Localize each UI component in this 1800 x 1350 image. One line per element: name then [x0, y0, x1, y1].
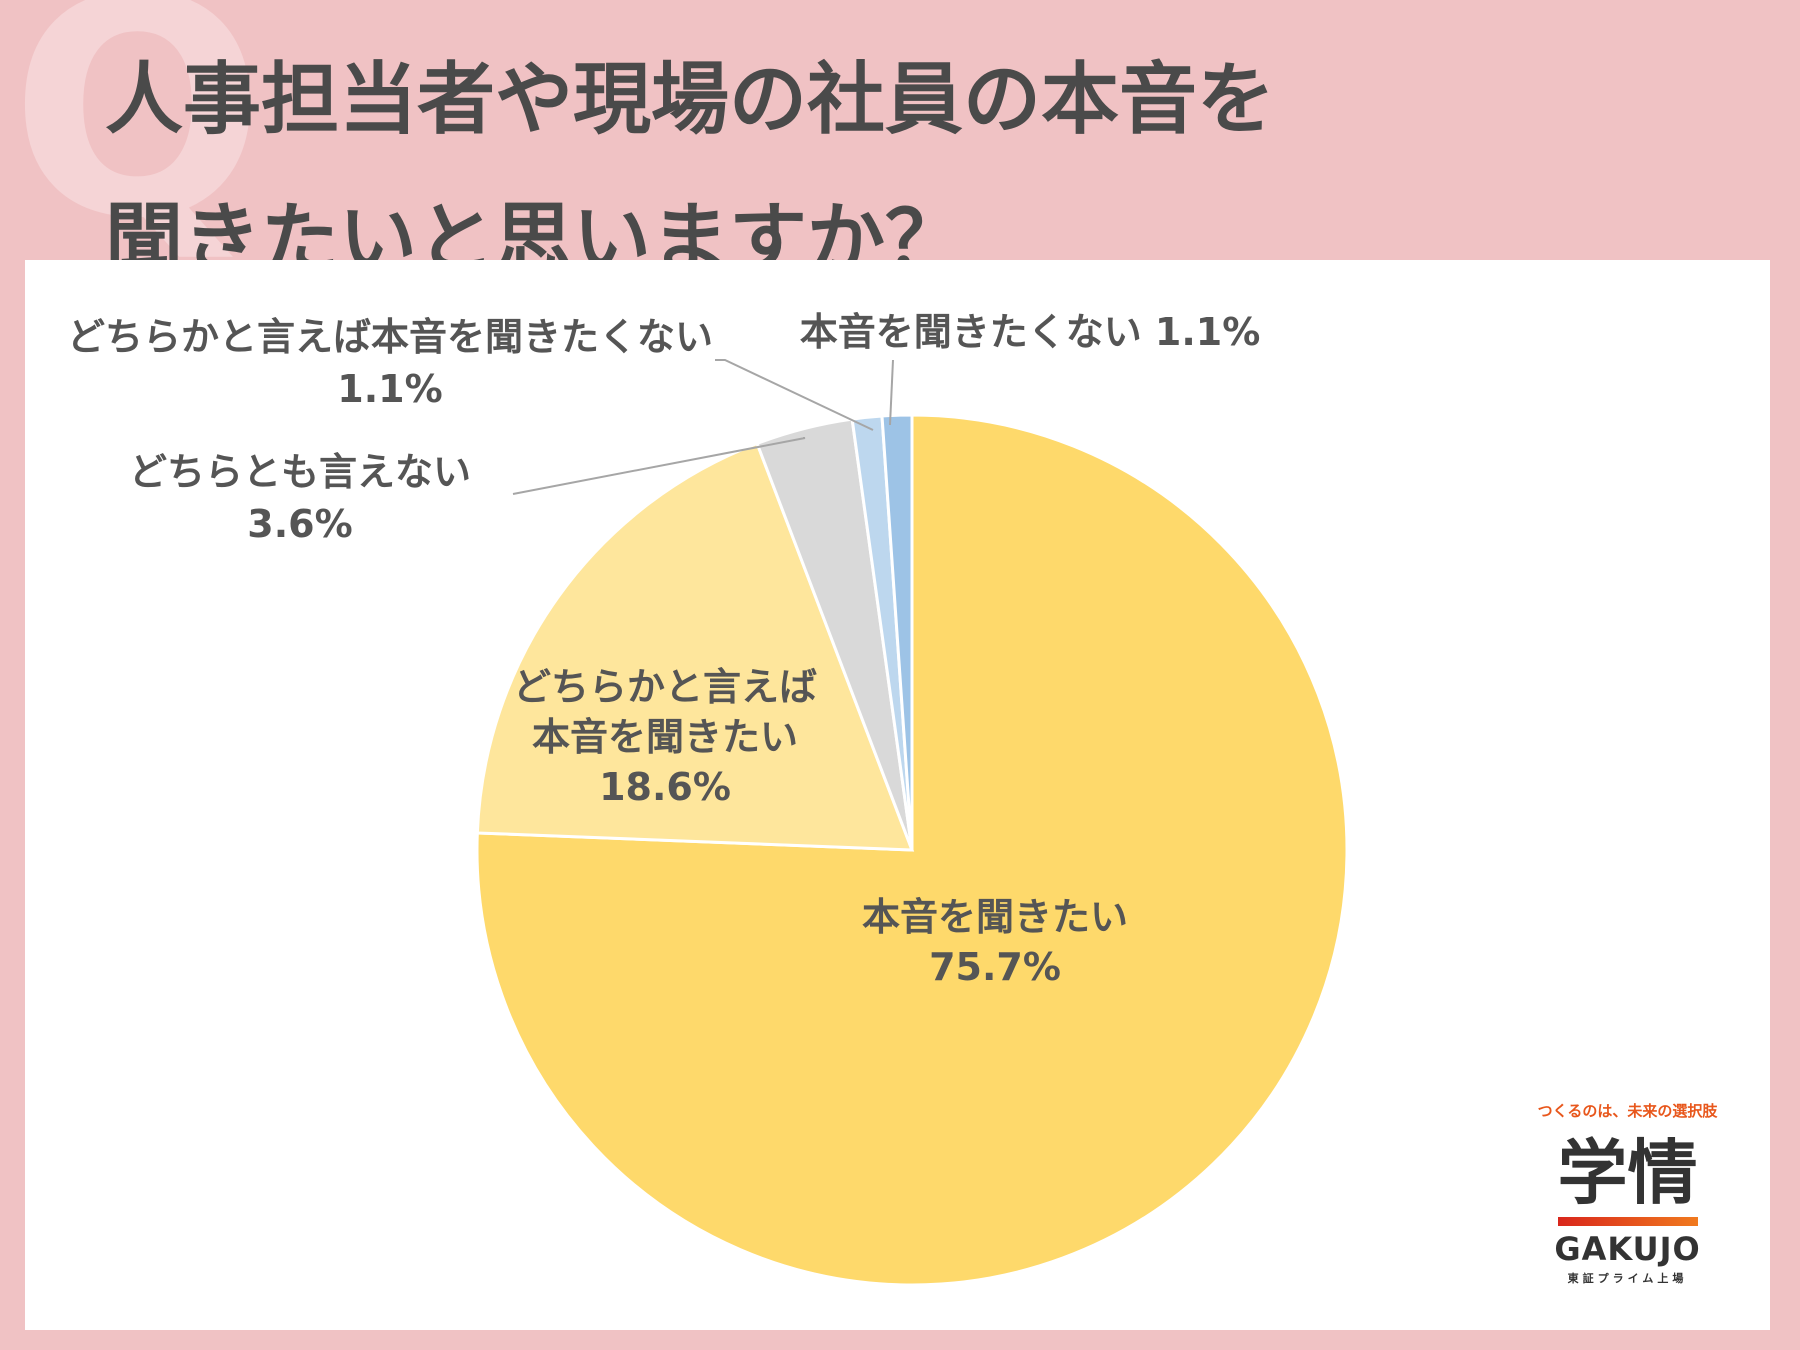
slice-label-2-line-1: どちらかと言えば	[513, 665, 817, 709]
pie-chart: 本音を聞きたい75.7%どちらかと言えば本音を聞きたい18.6%どちらとも言えな…	[67, 310, 1349, 1287]
slice-value-1: 75.7%	[929, 945, 1061, 989]
brand-color-bar	[1557, 1217, 1698, 1226]
leader-line-3	[512, 437, 806, 495]
brand-tagline: つくるのは、未来の選択肢	[1537, 1102, 1718, 1120]
brand-logo: つくるのは、未来の選択肢 学情 GAKUJO 東証プライム上場	[1525, 1100, 1730, 1300]
leader-line-4	[715, 359, 874, 431]
slice-value-4: 1.1%	[337, 367, 442, 411]
leader-line-5	[889, 359, 894, 426]
brand-name-latin: GAKUJO	[1554, 1230, 1701, 1268]
pie-slice-1	[475, 413, 1349, 1287]
slice-label-2-line-2: 本音を聞きたい	[532, 715, 798, 759]
slice-value-2: 18.6%	[599, 765, 731, 809]
title-line-1: 人事担当者や現場の社員の本音を	[105, 55, 1276, 145]
chart-card: 本音を聞きたい 75.7% どちらかと言えば 本音を聞きたい 18.6% どちらとも言えな…	[25, 260, 1770, 1330]
slice-label-4-line-1: どちらかと言えば本音を聞きたくない	[67, 315, 713, 359]
slice-label-5-line-1: 本音を聞きたくない 1.1%	[800, 310, 1261, 354]
pie-slice-5	[880, 413, 914, 851]
brand-name-kanji: 学情	[1557, 1132, 1698, 1214]
pie-slice-2	[475, 441, 915, 852]
brand-listing: 東証プライム上場	[1567, 1272, 1688, 1285]
slice-label-3-line-1: どちらとも言えない	[129, 450, 471, 494]
question-mark-decoration: Q	[10, 0, 266, 284]
slice-value-3: 3.6%	[247, 502, 352, 546]
slice-label-1-line-1: 本音を聞きたい	[862, 895, 1128, 939]
